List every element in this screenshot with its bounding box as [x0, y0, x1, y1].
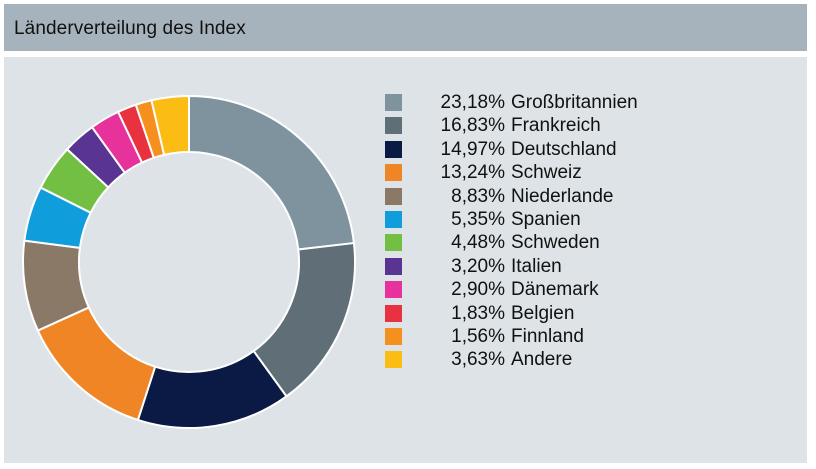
- chart-legend: 23,18% Großbritannien 16,83% Frankreich 14,9…: [385, 91, 685, 372]
- legend-percentage: 1,83%: [451, 302, 505, 324]
- donut-slice: [36, 306, 157, 422]
- legend-swatch: [385, 351, 402, 369]
- legend-swatch: [385, 187, 402, 205]
- legend-label: Deutschland: [511, 138, 617, 160]
- legend-swatch: [385, 304, 402, 322]
- legend-percentage: 1,56%: [451, 325, 505, 347]
- legend-label: Spanien: [511, 208, 581, 230]
- legend-label: Belgien: [511, 302, 575, 324]
- legend-swatch: [385, 234, 402, 252]
- legend-item: 3,63% Andere: [385, 348, 685, 371]
- legend-item: 4,48% Schweden: [385, 231, 685, 254]
- legend-label: Italien: [511, 255, 562, 277]
- legend-percentage: 4,48%: [451, 232, 505, 254]
- chart-panel: 23,18% Großbritannien 16,83% Frankreich 14,9…: [4, 57, 807, 463]
- donut-chart: [22, 94, 356, 429]
- legend-label: Finnland: [511, 325, 584, 347]
- legend-swatch: [385, 117, 402, 135]
- legend-label: Dänemark: [511, 279, 599, 301]
- chart-header: Länderverteilung des Index: [4, 4, 807, 51]
- legend-item: 5,35% Spanien: [385, 208, 685, 231]
- legend-percentage: 2,90%: [451, 279, 505, 301]
- donut-slice: [188, 94, 356, 251]
- legend-item: 2,90% Dänemark: [385, 278, 685, 301]
- legend-label: Niederlande: [511, 185, 614, 207]
- legend-label: Frankreich: [511, 115, 601, 137]
- legend-item: 13,24% Schweiz: [385, 161, 685, 184]
- donut-slice: [150, 94, 190, 157]
- legend-percentage: 13,24%: [440, 162, 505, 184]
- legend-swatch: [385, 281, 402, 299]
- legend-item: 16,83% Frankreich: [385, 114, 685, 137]
- legend-percentage: 16,83%: [440, 115, 505, 137]
- legend-percentage: 3,20%: [451, 255, 505, 277]
- legend-swatch: [385, 140, 402, 158]
- legend-item: 23,18% Großbritannien: [385, 91, 685, 114]
- legend-swatch: [385, 327, 402, 345]
- legend-swatch: [385, 164, 402, 182]
- legend-percentage: 23,18%: [440, 92, 505, 113]
- legend-percentage: 8,83%: [451, 185, 505, 207]
- legend-item: 8,83% Niederlande: [385, 185, 685, 208]
- legend-swatch: [385, 210, 402, 228]
- legend-percentage: 5,35%: [451, 208, 505, 230]
- legend-item: 1,56% Finnland: [385, 325, 685, 348]
- legend-label: Schweiz: [511, 162, 582, 184]
- chart-title: Länderverteilung des Index: [14, 18, 246, 39]
- legend-percentage: 3,63%: [451, 349, 505, 371]
- legend-item: 1,83% Belgien: [385, 302, 685, 325]
- legend-label: Schweden: [511, 232, 600, 254]
- legend-percentage: 14,97%: [440, 138, 505, 160]
- legend-label: Andere: [511, 349, 573, 371]
- legend-swatch: [385, 257, 402, 275]
- legend-label: Großbritannien: [511, 92, 638, 113]
- legend-item: 3,20% Italien: [385, 255, 685, 278]
- legend-item: 14,97% Deutschland: [385, 138, 685, 161]
- legend-swatch: [385, 94, 402, 111]
